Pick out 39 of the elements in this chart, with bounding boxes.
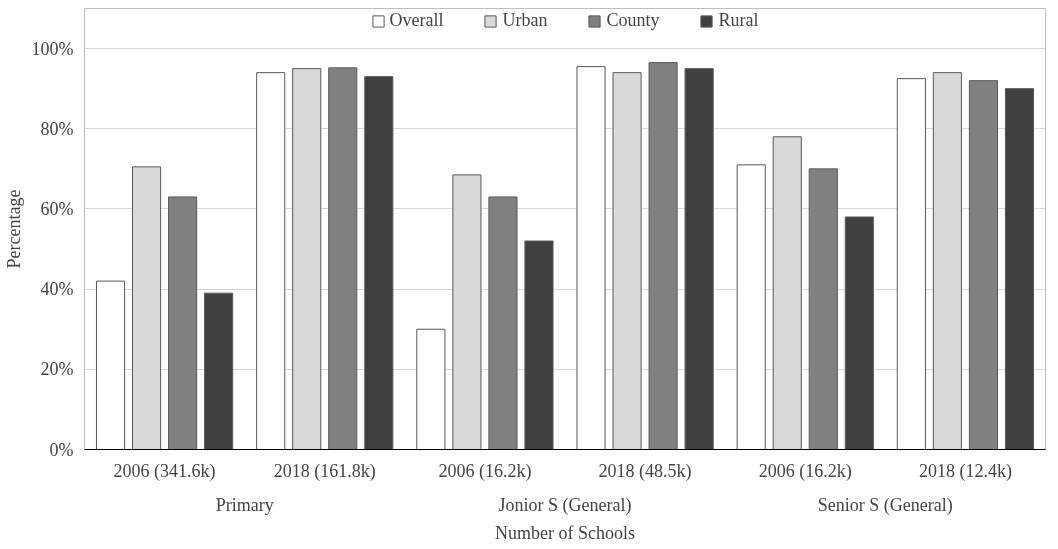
bar: [204, 292, 234, 450]
x-tick-label: 2006 (16.2k): [758, 460, 852, 482]
text: Jonior S (General): [498, 494, 632, 516]
x-axis-title: Number of Schools: [495, 522, 635, 543]
text: Primary: [215, 494, 274, 515]
bar: [1004, 88, 1035, 450]
bar: [364, 76, 394, 450]
bar: [168, 196, 198, 450]
bar: [648, 62, 678, 450]
y-tick-label: 80%: [40, 118, 74, 139]
legend-label: Urban: [502, 10, 548, 31]
legend-label: Overall: [389, 10, 444, 31]
bar: [896, 78, 926, 450]
legend-label: Rural: [718, 10, 759, 31]
bar: [95, 280, 126, 450]
bar: [808, 168, 838, 450]
text: Senior S (General): [817, 494, 953, 516]
x-tick-label: 2006 (341.6k): [113, 460, 216, 482]
x-tick-label: 2006 (16.2k): [438, 460, 532, 482]
bar: [416, 328, 446, 450]
legend-label: County: [606, 10, 660, 31]
bar: [844, 216, 874, 450]
y-tick-label: 20%: [40, 359, 74, 380]
x-tick-label: 2018 (161.8k): [273, 460, 376, 482]
bar: [684, 68, 714, 450]
x-tick-label: 2018 (12.4k): [918, 460, 1012, 482]
y-tick-label: 40%: [40, 279, 74, 300]
x-tick-label: 2018 (48.5k): [598, 460, 692, 482]
bar: [968, 80, 998, 450]
y-tick-label: 0%: [49, 439, 74, 460]
bar: [576, 66, 606, 450]
bar: [736, 164, 766, 450]
y-tick-label: 60%: [40, 198, 74, 219]
y-axis-title: Percentage: [3, 189, 24, 269]
bar: [256, 72, 286, 450]
bar: [488, 196, 518, 450]
y-tick-label: 100%: [31, 38, 74, 59]
bar: [524, 240, 554, 450]
bar: [328, 67, 358, 450]
